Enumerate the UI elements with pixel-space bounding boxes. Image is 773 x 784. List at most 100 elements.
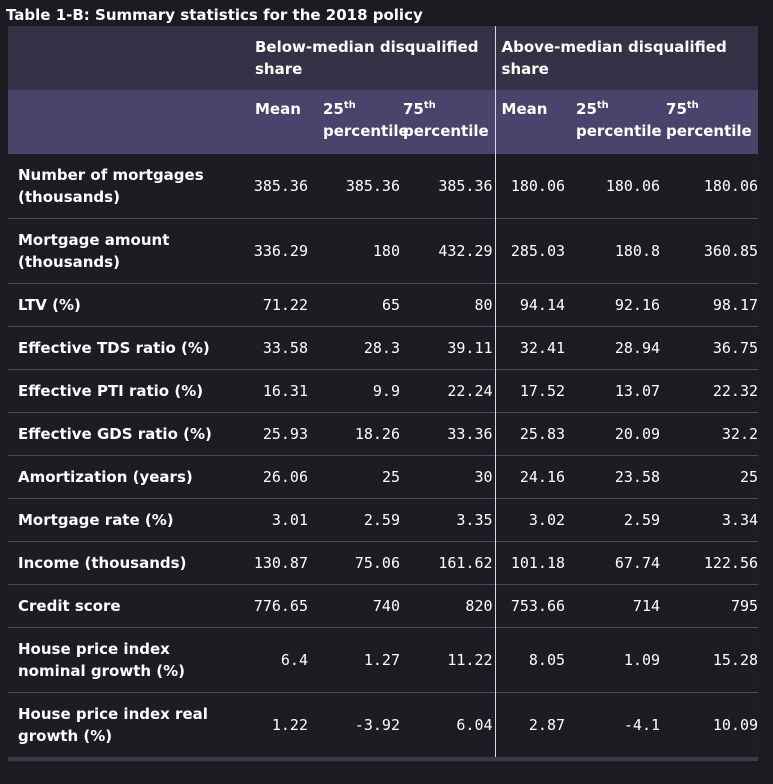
data-cell: 3.02 bbox=[494, 498, 568, 542]
data-cell: 9.9 bbox=[308, 369, 400, 413]
data-cell: 16.31 bbox=[231, 369, 308, 413]
table-row: Effective TDS ratio (%) 33.58 28.3 39.11 32.… bbox=[8, 326, 759, 370]
data-cell: 385.36 bbox=[400, 154, 496, 219]
data-cell: 25.83 bbox=[494, 412, 568, 456]
data-cell: 11.22 bbox=[400, 627, 496, 693]
data-cell: -3.92 bbox=[308, 692, 400, 757]
data-cell: 1.22 bbox=[231, 692, 308, 757]
table-row: Mortgage rate (%) 3.01 2.59 3.35 3.02 2.59 3.3… bbox=[8, 498, 759, 542]
data-cell: 17.52 bbox=[494, 369, 568, 413]
data-cell: 75.06 bbox=[308, 541, 400, 585]
table-row: Number of mortgages (thousands) 385.36 385… bbox=[8, 154, 759, 219]
data-cell: 753.66 bbox=[494, 584, 568, 628]
data-cell: 180 bbox=[308, 218, 400, 284]
table-caption: Table 1-B: Summary statistics for the 20… bbox=[6, 6, 423, 24]
data-cell: 23.58 bbox=[567, 455, 661, 499]
data-cell: 30 bbox=[400, 455, 496, 499]
data-cell: 795 bbox=[660, 584, 759, 628]
data-cell: 22.24 bbox=[400, 369, 496, 413]
row-label: Credit score bbox=[8, 584, 231, 628]
data-cell: 28.94 bbox=[567, 326, 661, 370]
data-cell: 385.36 bbox=[308, 154, 400, 219]
data-cell: 33.58 bbox=[231, 326, 308, 370]
data-cell: 3.01 bbox=[231, 498, 308, 542]
data-cell: 161.62 bbox=[400, 541, 496, 585]
table-row: Amortization (years) 26.06 25 30 24.16 23.58 2… bbox=[8, 455, 759, 499]
data-cell: 122.56 bbox=[660, 541, 759, 585]
data-cell: 2.59 bbox=[567, 498, 661, 542]
data-cell: 32.41 bbox=[494, 326, 568, 370]
row-label: LTV (%) bbox=[8, 283, 231, 327]
row-label: Effective GDS ratio (%) bbox=[8, 412, 231, 456]
row-label: House price index real growth (%) bbox=[8, 692, 231, 757]
data-cell: 39.11 bbox=[400, 326, 496, 370]
col-header-below-p75: 75th percentile bbox=[400, 90, 496, 154]
data-cell: 3.35 bbox=[400, 498, 496, 542]
data-cell: 180.06 bbox=[660, 154, 759, 219]
data-cell: 32.2 bbox=[660, 412, 759, 456]
row-label: Number of mortgages (thousands) bbox=[8, 154, 231, 219]
table-row: Mortgage amount (thousands) 336.29 180 432.… bbox=[8, 218, 759, 284]
data-cell: 24.16 bbox=[494, 455, 568, 499]
data-cell: 20.09 bbox=[567, 412, 661, 456]
data-cell: 22.32 bbox=[660, 369, 759, 413]
data-cell: 180.06 bbox=[567, 154, 661, 219]
data-cell: 25 bbox=[308, 455, 400, 499]
data-cell: 130.87 bbox=[231, 541, 308, 585]
data-cell: 180.06 bbox=[494, 154, 568, 219]
row-label: Mortgage amount (thousands) bbox=[8, 218, 231, 284]
data-cell: 180.8 bbox=[567, 218, 661, 284]
data-cell: 2.87 bbox=[494, 692, 568, 757]
data-cell: 98.17 bbox=[660, 283, 759, 327]
data-cell: 740 bbox=[308, 584, 400, 628]
data-cell: 28.3 bbox=[308, 326, 400, 370]
corner-subheader bbox=[8, 90, 231, 154]
group-header-below-median: Below-median disqualified share bbox=[231, 26, 496, 90]
data-cell: 3.34 bbox=[660, 498, 759, 542]
col-header-above-p75: 75th percentile bbox=[660, 90, 759, 154]
col-header-above-mean: Mean bbox=[494, 90, 568, 154]
table-row: LTV (%) 71.22 65 80 94.14 92.16 98.17 bbox=[8, 283, 759, 327]
data-cell: 820 bbox=[400, 584, 496, 628]
data-cell: 94.14 bbox=[494, 283, 568, 327]
row-label: Amortization (years) bbox=[8, 455, 231, 499]
data-cell: 10.09 bbox=[660, 692, 759, 757]
data-cell: 65 bbox=[308, 283, 400, 327]
data-cell: 36.75 bbox=[660, 326, 759, 370]
data-cell: 432.29 bbox=[400, 218, 496, 284]
data-cell: 6.4 bbox=[231, 627, 308, 693]
data-cell: 33.36 bbox=[400, 412, 496, 456]
data-cell: 71.22 bbox=[231, 283, 308, 327]
data-cell: 92.16 bbox=[567, 283, 661, 327]
data-cell: 18.26 bbox=[308, 412, 400, 456]
data-cell: 714 bbox=[567, 584, 661, 628]
data-cell: 101.18 bbox=[494, 541, 568, 585]
table-bottom-bar bbox=[8, 757, 759, 761]
data-cell: 385.36 bbox=[231, 154, 308, 219]
data-cell: 1.27 bbox=[308, 627, 400, 693]
col-header-above-p25: 25th percentile bbox=[567, 90, 662, 154]
table-row: Effective GDS ratio (%) 25.93 18.26 33.36 25… bbox=[8, 412, 759, 456]
row-label: House price index nominal growth (%) bbox=[8, 627, 231, 693]
data-cell: 1.09 bbox=[567, 627, 661, 693]
row-label: Mortgage rate (%) bbox=[8, 498, 231, 542]
table-row: House price index real growth (%) 1.22 -3.… bbox=[8, 692, 759, 757]
col-header-below-mean: Mean bbox=[231, 90, 308, 154]
data-cell: 25.93 bbox=[231, 412, 308, 456]
table-row: House price index nominal growth (%) 6.4 1… bbox=[8, 627, 759, 693]
data-cell: 26.06 bbox=[231, 455, 308, 499]
data-cell: 13.07 bbox=[567, 369, 661, 413]
data-cell: 360.85 bbox=[660, 218, 759, 284]
data-cell: 67.74 bbox=[567, 541, 661, 585]
table-row: Credit score 776.65 740 820 753.66 714 795 bbox=[8, 584, 759, 628]
data-cell: 15.28 bbox=[660, 627, 759, 693]
row-label: Effective PTI ratio (%) bbox=[8, 369, 231, 413]
data-cell: 2.59 bbox=[308, 498, 400, 542]
data-cell: 8.05 bbox=[494, 627, 568, 693]
data-cell: 336.29 bbox=[231, 218, 308, 284]
data-cell: 25 bbox=[660, 455, 759, 499]
table-row: Income (thousands) 130.87 75.06 161.62 101.1… bbox=[8, 541, 759, 585]
col-header-below-p25: 25th percentile bbox=[308, 90, 409, 154]
data-cell: -4.1 bbox=[567, 692, 661, 757]
data-cell: 285.03 bbox=[494, 218, 568, 284]
